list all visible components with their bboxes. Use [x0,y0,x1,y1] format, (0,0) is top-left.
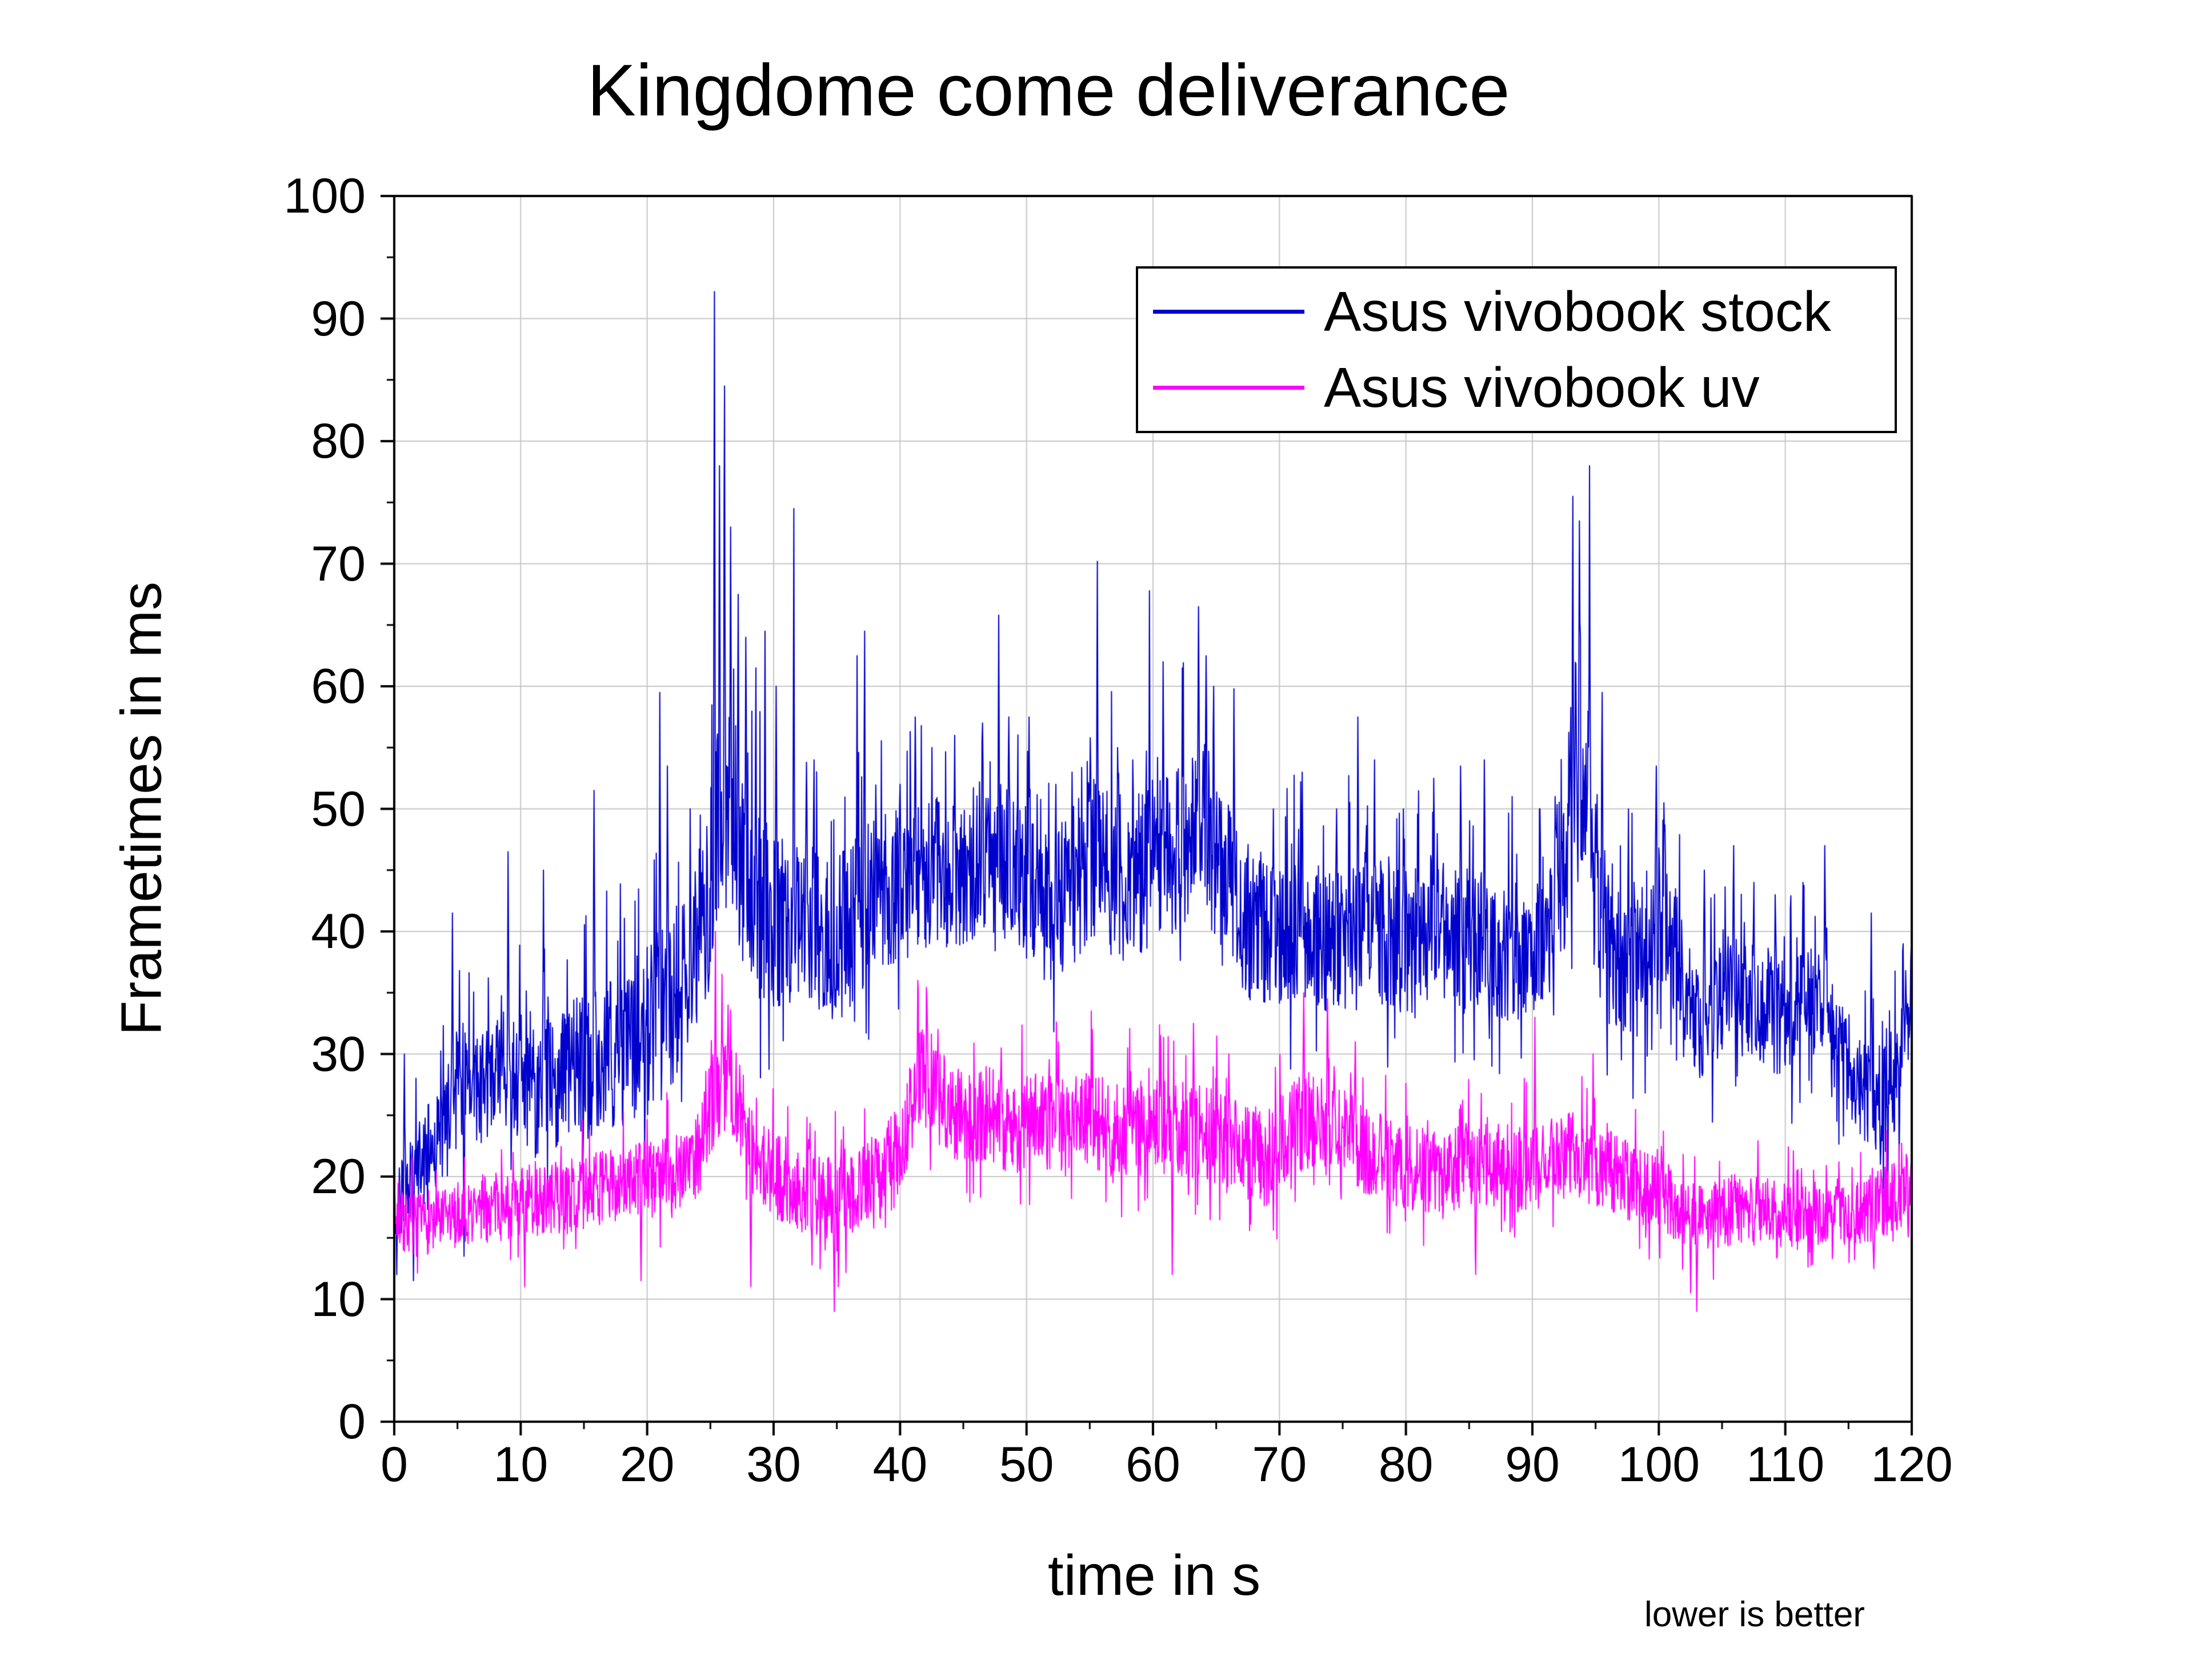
x-tick-label: 30 [746,1437,801,1492]
x-tick-label: 50 [999,1437,1054,1492]
x-tick-label: 10 [493,1437,548,1492]
lower-is-better-note: lower is better [1644,1595,1865,1634]
x-tick-label: 120 [1871,1437,1953,1492]
chart-title: Kingdome come deliverance [587,50,1510,131]
y-tick-label: 10 [311,1271,366,1327]
y-tick-label: 0 [338,1394,366,1449]
y-tick-label: 40 [311,904,366,959]
x-tick-label: 100 [1618,1437,1700,1492]
y-tick-label: 70 [311,536,366,591]
x-tick-label: 80 [1378,1437,1434,1492]
y-tick-label: 30 [311,1026,366,1082]
x-tick-label: 20 [619,1437,675,1492]
x-tick-label: 60 [1126,1437,1180,1492]
y-tick-label: 20 [311,1149,366,1204]
x-axis-title: time in s [1047,1543,1261,1607]
y-tick-label: 80 [311,414,366,469]
legend-entry: Asus vivobook uv [1153,355,1895,420]
x-tick-label: 0 [381,1437,408,1492]
legend-label: Asus vivobook stock [1324,280,1831,343]
legend-line-sample [1153,310,1304,314]
x-tick-label: 70 [1252,1437,1307,1492]
x-tick-label: 110 [1746,1437,1825,1492]
x-tick-label: 40 [872,1437,928,1492]
y-tick-label: 90 [311,291,366,346]
legend-label: Asus vivobook uv [1324,355,1760,419]
legend-entry: Asus vivobook stock [1153,279,1895,344]
x-tick-label: 90 [1505,1437,1560,1492]
legend-line-sample [1153,385,1304,390]
y-tick-label: 50 [311,781,366,837]
y-tick-label: 60 [311,659,366,714]
legend: Asus vivobook stock Asus vivobook uv [1136,266,1897,433]
y-tick-label: 100 [283,169,366,223]
